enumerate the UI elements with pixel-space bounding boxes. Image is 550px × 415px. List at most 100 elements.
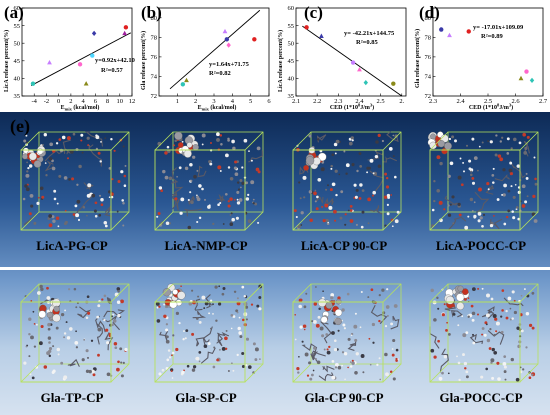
data-point — [363, 80, 369, 86]
atom — [392, 338, 396, 343]
atom — [458, 378, 461, 382]
atom — [385, 305, 390, 309]
atom — [241, 181, 245, 185]
atom — [60, 361, 64, 365]
y-axis-label-b: Gla release percent(%) — [140, 31, 147, 90]
atom — [190, 179, 193, 183]
atom — [242, 318, 245, 322]
atom — [489, 327, 492, 331]
atom — [333, 347, 338, 352]
atom — [319, 326, 324, 331]
molecule-chain — [485, 184, 494, 195]
molecule-chain — [367, 151, 384, 161]
atom — [229, 177, 234, 181]
atom — [218, 302, 222, 306]
atom — [479, 216, 483, 220]
atom — [462, 353, 465, 357]
snapshot-label: LicA-PG-CP — [36, 238, 108, 253]
atom — [209, 141, 213, 145]
atom — [326, 350, 331, 355]
atom — [213, 346, 216, 349]
atom — [531, 326, 535, 330]
molecule-chain — [192, 310, 207, 319]
atom — [430, 288, 434, 293]
atom — [333, 209, 337, 214]
atom — [229, 222, 234, 227]
atom — [443, 208, 446, 211]
atom — [69, 327, 73, 331]
atom — [217, 203, 220, 206]
atom — [120, 299, 124, 304]
atom — [245, 337, 250, 341]
x-tick-label: 6 — [267, 98, 271, 105]
atom — [525, 346, 528, 349]
atom — [165, 221, 170, 226]
atom — [51, 370, 55, 374]
atom — [485, 323, 488, 326]
atom — [308, 190, 313, 194]
plot-c: (c) LicA release percent(%) CED (1*108J/… — [274, 0, 411, 112]
atom — [372, 341, 375, 344]
atom — [87, 311, 91, 315]
atom — [48, 157, 53, 161]
box-back-face — [310, 283, 402, 365]
atom — [233, 199, 236, 201]
atom — [389, 370, 393, 373]
x-axis-label-a: Emix (kcal/mol) — [61, 104, 100, 112]
atom — [512, 195, 516, 199]
simulation-box — [154, 283, 264, 383]
atom — [29, 194, 34, 198]
atom — [110, 195, 114, 199]
atom — [91, 369, 95, 374]
atom — [24, 184, 28, 188]
atom — [313, 191, 317, 196]
snapshot-cell: LicA-PG-CP — [7, 126, 137, 254]
data-point — [391, 81, 396, 86]
atom — [116, 300, 121, 305]
atom — [461, 315, 464, 318]
box-edge — [154, 283, 174, 303]
atom — [77, 218, 81, 222]
simulation-snapshots-panel: (e) LicA-PG-CP LicA-NMP-CP LicA-CP 90-CP… — [0, 112, 550, 415]
plot-frame — [432, 7, 544, 97]
drug-atom — [162, 288, 171, 297]
atom — [98, 194, 102, 197]
atom — [174, 139, 177, 143]
atom — [502, 168, 506, 172]
atom — [351, 163, 355, 167]
box-edge — [519, 211, 539, 231]
atom — [47, 336, 52, 340]
atom — [195, 317, 199, 320]
box-edge — [429, 131, 449, 151]
drug-atom — [172, 289, 179, 295]
drug-atom — [33, 160, 42, 168]
atom — [166, 358, 170, 362]
molecule-chain — [311, 350, 326, 359]
atom — [55, 142, 59, 145]
box-edge — [244, 211, 264, 231]
atom — [473, 201, 476, 204]
atom — [374, 154, 379, 159]
molecule-chain — [321, 365, 335, 373]
atom — [25, 345, 28, 348]
atom — [532, 194, 536, 199]
atom — [231, 217, 235, 222]
data-point — [184, 77, 189, 83]
atom — [159, 223, 163, 227]
atom — [234, 172, 239, 177]
atom — [343, 327, 346, 330]
atom — [476, 313, 480, 316]
x-tick-label: 2.6 — [511, 98, 520, 105]
atom — [349, 361, 352, 363]
atom — [355, 352, 359, 356]
atom — [330, 296, 334, 300]
atom — [189, 191, 192, 194]
atom — [467, 315, 470, 319]
atom — [322, 290, 324, 293]
atom — [526, 195, 529, 198]
atom — [520, 294, 523, 297]
box-edge — [20, 363, 40, 383]
atom — [378, 319, 381, 323]
atom — [233, 166, 237, 170]
x-tick-label: 2.1 — [292, 98, 300, 105]
